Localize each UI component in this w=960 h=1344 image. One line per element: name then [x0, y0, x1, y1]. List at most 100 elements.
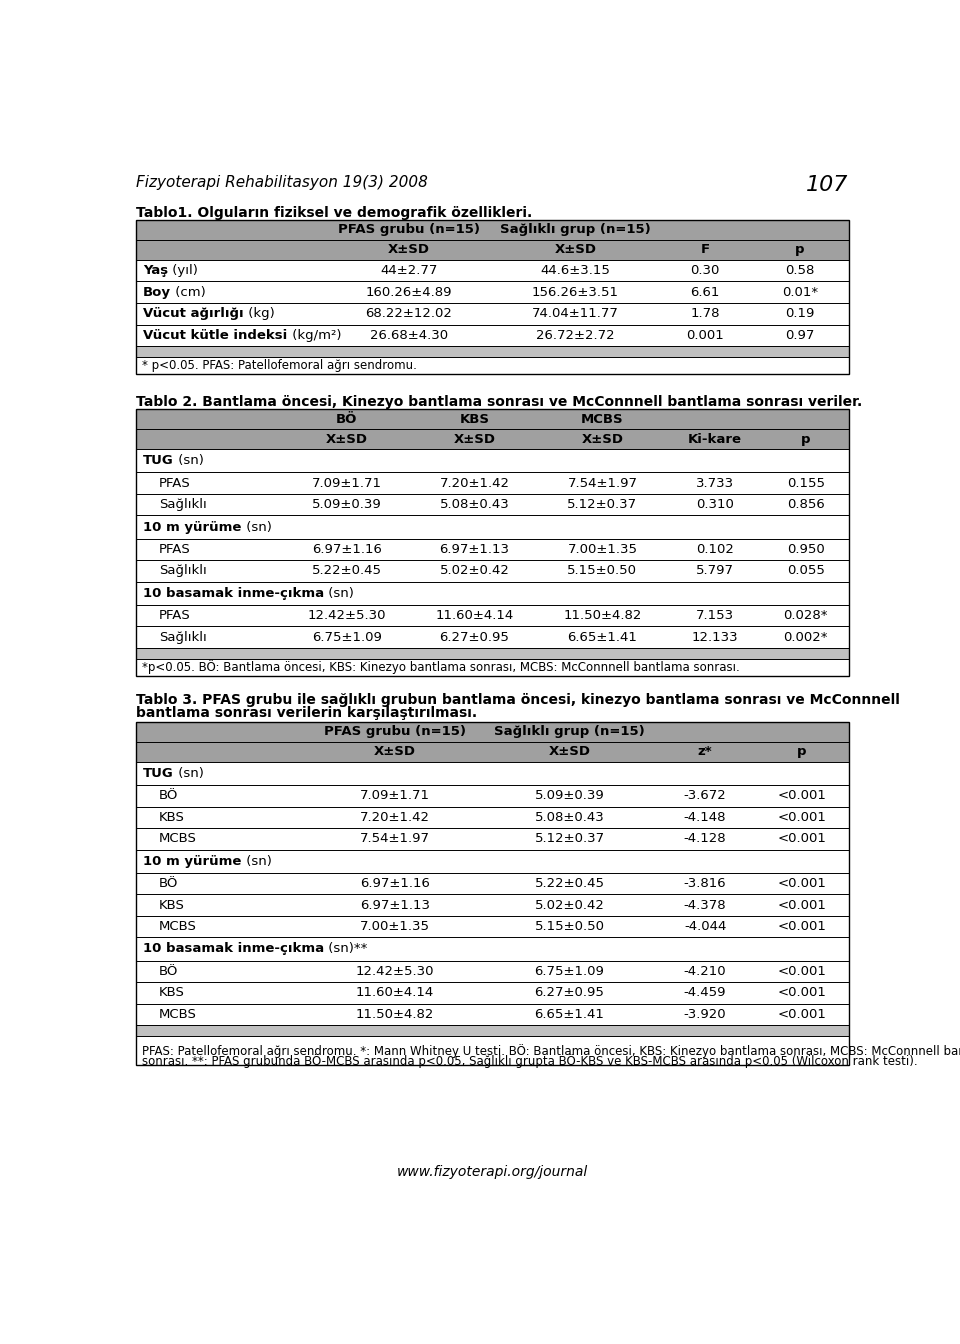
- Text: Sağlıklı: Sağlıklı: [158, 564, 206, 578]
- Text: PFAS grubu (n=15): PFAS grubu (n=15): [324, 726, 467, 738]
- Text: 68.22±12.02: 68.22±12.02: [365, 308, 452, 320]
- Text: 5.797: 5.797: [696, 564, 733, 578]
- Bar: [135, 982, 849, 1004]
- Bar: [135, 239, 849, 259]
- Text: 10 basamak inme-çıkma: 10 basamak inme-çıkma: [143, 587, 324, 599]
- Text: 12.133: 12.133: [691, 630, 738, 644]
- Bar: [135, 785, 849, 806]
- Bar: [135, 220, 849, 374]
- Text: -3.672: -3.672: [684, 789, 727, 802]
- Text: Tablo1. Olguların fiziksel ve demografik özellikleri.: Tablo1. Olguların fiziksel ve demografik…: [135, 206, 532, 220]
- Text: 156.26±3.51: 156.26±3.51: [532, 286, 619, 298]
- Text: (sn)**: (sn)**: [324, 942, 368, 956]
- Bar: [135, 302, 849, 324]
- Text: z*: z*: [698, 746, 712, 758]
- Bar: [135, 648, 849, 659]
- Text: BÖ: BÖ: [158, 965, 179, 978]
- Bar: [135, 281, 849, 302]
- Text: www.fizyoterapi.org/journal: www.fizyoterapi.org/journal: [396, 1165, 588, 1179]
- Text: 0.19: 0.19: [785, 308, 815, 320]
- Text: 0.155: 0.155: [787, 477, 825, 489]
- Text: (sn): (sn): [242, 520, 272, 534]
- Text: X±SD: X±SD: [453, 433, 495, 446]
- Text: 6.65±1.41: 6.65±1.41: [535, 1008, 605, 1021]
- Bar: [135, 409, 849, 429]
- Text: -3.920: -3.920: [684, 1008, 727, 1021]
- Text: -4.148: -4.148: [684, 810, 727, 824]
- Text: 7.20±1.42: 7.20±1.42: [360, 810, 430, 824]
- Text: 0.028*: 0.028*: [783, 609, 828, 622]
- Text: -4.044: -4.044: [684, 921, 727, 933]
- Text: <0.001: <0.001: [778, 878, 827, 890]
- Text: p: p: [795, 243, 804, 257]
- Text: Yaş: Yaş: [143, 265, 168, 277]
- Text: (sn): (sn): [174, 767, 204, 780]
- Text: Tablo 3. PFAS grubu ile sağlıklı grubun bantlama öncesi, kinezyo bantlama sonras: Tablo 3. PFAS grubu ile sağlıklı grubun …: [135, 692, 900, 707]
- Text: 11.50±4.82: 11.50±4.82: [564, 609, 641, 622]
- Text: 5.08±0.43: 5.08±0.43: [440, 499, 510, 511]
- Text: 11.60±4.14: 11.60±4.14: [436, 609, 514, 622]
- Text: sonrası. **: PFAS grubunda BÖ-MCBS arasında p<0.05, Sağlıklı grupta BÖ-KBS ve KB: sonrası. **: PFAS grubunda BÖ-MCBS arası…: [142, 1055, 918, 1068]
- Text: X±SD: X±SD: [548, 746, 590, 758]
- Text: 12.42±5.30: 12.42±5.30: [307, 609, 386, 622]
- Bar: [135, 938, 849, 961]
- Bar: [135, 1025, 849, 1036]
- Text: 0.30: 0.30: [690, 265, 720, 277]
- Text: 3.733: 3.733: [696, 477, 733, 489]
- Text: MCBS: MCBS: [158, 1008, 197, 1021]
- Text: 6.75±1.09: 6.75±1.09: [312, 630, 382, 644]
- Text: -4.459: -4.459: [684, 986, 727, 1000]
- Bar: [135, 806, 849, 828]
- Text: (sn): (sn): [324, 587, 354, 599]
- Text: Boy: Boy: [143, 286, 171, 298]
- Text: p: p: [797, 746, 806, 758]
- Text: <0.001: <0.001: [778, 832, 827, 845]
- Bar: [135, 220, 849, 239]
- Text: 5.22±0.45: 5.22±0.45: [312, 564, 382, 578]
- Text: PFAS: PFAS: [158, 543, 190, 556]
- Text: KBS: KBS: [460, 413, 490, 426]
- Text: 0.97: 0.97: [785, 329, 815, 341]
- Text: 5.08±0.43: 5.08±0.43: [535, 810, 605, 824]
- Bar: [135, 516, 849, 539]
- Text: 7.54±1.97: 7.54±1.97: [567, 477, 637, 489]
- Bar: [135, 722, 849, 742]
- Text: <0.001: <0.001: [778, 965, 827, 978]
- Text: 10 m yürüme: 10 m yürüme: [143, 520, 242, 534]
- Text: 6.27±0.95: 6.27±0.95: [535, 986, 605, 1000]
- Text: 5.12±0.37: 5.12±0.37: [535, 832, 605, 845]
- Text: -4.128: -4.128: [684, 832, 727, 845]
- Text: -4.378: -4.378: [684, 899, 727, 911]
- Text: Ki-kare: Ki-kare: [687, 433, 742, 446]
- Text: bantlama sonrası verilerin karşılaştırılması.: bantlama sonrası verilerin karşılaştırıl…: [135, 706, 476, 719]
- Text: 0.01*: 0.01*: [782, 286, 818, 298]
- Text: p: p: [802, 433, 810, 446]
- Text: (sn): (sn): [174, 454, 204, 468]
- Text: 5.09±0.39: 5.09±0.39: [312, 499, 381, 511]
- Text: 6.65±1.41: 6.65±1.41: [567, 630, 637, 644]
- Text: 10 basamak inme-çıkma: 10 basamak inme-çıkma: [143, 942, 324, 956]
- Text: 5.12±0.37: 5.12±0.37: [567, 499, 637, 511]
- Text: X±SD: X±SD: [388, 243, 430, 257]
- Text: 7.09±1.71: 7.09±1.71: [312, 477, 382, 489]
- Bar: [135, 722, 849, 1066]
- Bar: [135, 828, 849, 849]
- Text: (yıl): (yıl): [168, 265, 199, 277]
- Bar: [135, 894, 849, 915]
- Bar: [135, 495, 849, 516]
- Text: <0.001: <0.001: [778, 789, 827, 802]
- Bar: [135, 659, 849, 676]
- Text: 26.72±2.72: 26.72±2.72: [536, 329, 614, 341]
- Text: (cm): (cm): [171, 286, 206, 298]
- Text: <0.001: <0.001: [778, 921, 827, 933]
- Text: 6.75±1.09: 6.75±1.09: [535, 965, 605, 978]
- Text: MCBS: MCBS: [158, 832, 197, 845]
- Text: 44.6±3.15: 44.6±3.15: [540, 265, 611, 277]
- Text: 160.26±4.89: 160.26±4.89: [366, 286, 452, 298]
- Bar: [135, 872, 849, 894]
- Bar: [135, 358, 849, 374]
- Text: 1.78: 1.78: [690, 308, 720, 320]
- Bar: [135, 849, 849, 872]
- Text: Vücut ağırlığı: Vücut ağırlığı: [143, 308, 244, 320]
- Bar: [135, 345, 849, 358]
